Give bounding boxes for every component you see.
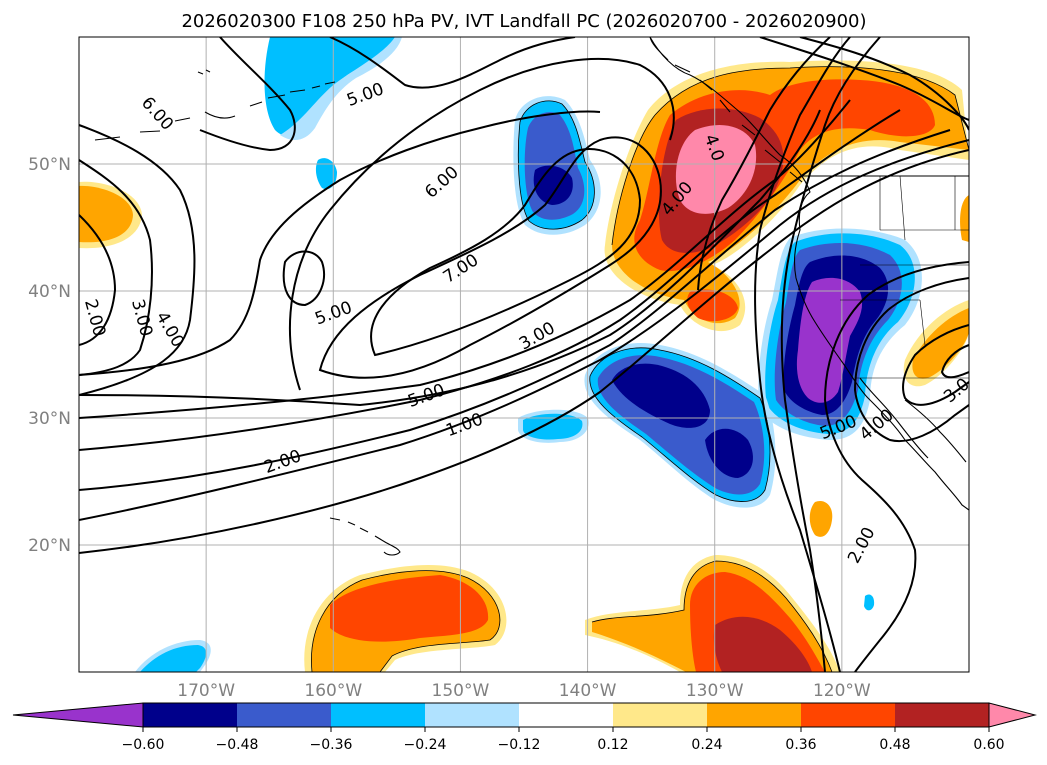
- colorbar-tick-label: −0.36: [310, 737, 353, 753]
- anomaly-outlines: [311, 66, 969, 672]
- pv-contours: [79, 37, 969, 672]
- pv-contour-trough-4: [697, 37, 831, 291]
- negative-anomaly-subtropical-4: [612, 363, 710, 428]
- colorbar-tick-label: 0.48: [879, 737, 910, 753]
- negative-anomaly-subtropical-5: [705, 428, 753, 478]
- negative-anomaly-small-inner: [523, 413, 583, 440]
- colorbar-segment: [707, 703, 802, 727]
- colorbar-extend-min: [12, 702, 144, 728]
- negative-anomaly-sw-corner-inner: [140, 645, 207, 672]
- colorbar-segment: [801, 703, 896, 727]
- coastline-baja: [859, 377, 929, 459]
- map-panel: 6.00 5.006.007.005.003.005.001.002.002.00…: [79, 37, 969, 672]
- positive-anomaly-20n: [809, 500, 833, 537]
- border-states: [840, 175, 969, 379]
- colorbar-segment: [331, 703, 426, 727]
- chart-title: 2026020300 F108 250 hPa PV, IVT Landfall…: [181, 11, 866, 32]
- pv-contour-5-north: [329, 37, 576, 89]
- pv-contour-2-south: [79, 149, 969, 554]
- pv-contour-left-2: [79, 214, 117, 346]
- pv-contour-trough-east-4: [902, 324, 969, 406]
- axis-labels: 170°W 160°W 150°W 140°W 130°W 120°W 20°N 30°N 40…: [28, 155, 871, 701]
- coastline-gulf-california: [904, 399, 967, 463]
- colorbar-tick-label: −0.12: [498, 737, 541, 753]
- pv-contour-trough-3: [780, 37, 881, 672]
- positive-anomaly-baja-inner: [912, 308, 969, 379]
- negative-anomaly-small-50n: [315, 158, 337, 190]
- lon-tick-label: 140°W: [559, 681, 617, 701]
- pv-contour-left-3: [79, 159, 153, 376]
- positive-anomaly-38n: [687, 289, 738, 322]
- lon-tick-label: 120°W: [813, 681, 871, 701]
- lat-tick-label: 30°N: [28, 409, 71, 429]
- pv-contour-2: [79, 129, 951, 491]
- pv-contour-1: [79, 139, 969, 521]
- colorbar-tick-label: −0.24: [404, 737, 447, 753]
- colorbar-tick-label: −0.48: [216, 737, 259, 753]
- colorbar-tick-label: 0.36: [785, 737, 816, 753]
- colorbar-segment: [519, 703, 614, 727]
- lat-tick-label: 40°N: [28, 282, 71, 302]
- pv-contour-3: [79, 109, 901, 451]
- pv-contour-trough-east-3: [853, 277, 969, 443]
- lon-tick-label: 130°W: [686, 681, 744, 701]
- colorbar-tick-label: 0.60: [973, 737, 1004, 753]
- coastline-hawaii: [329, 517, 401, 556]
- pv-contour-6: [79, 110, 601, 376]
- colorbar-segment: [237, 703, 332, 727]
- pv-contour-trough-2: [754, 37, 851, 672]
- pv-contour-left-4: [79, 124, 196, 396]
- colorbar-segment: [895, 703, 990, 727]
- lon-tick-label: 150°W: [432, 681, 490, 701]
- map-frame: [78, 36, 970, 673]
- colorbar: −0.60 −0.48 −0.36 −0.24 −0.12 0.12 0.24 0.36 0.4…: [12, 702, 1037, 753]
- colorbar-tick-label: −0.60: [122, 737, 165, 753]
- negative-anomaly-california-peak: [796, 277, 863, 403]
- colorbar-tick-label: 0.12: [597, 737, 628, 753]
- lat-tick-label: 50°N: [28, 155, 71, 175]
- pv-contour-6-north: [199, 37, 296, 152]
- colorbar-extend-max: [988, 702, 1037, 728]
- lon-tick-label: 160°W: [304, 681, 362, 701]
- negative-anomaly-tiny: [864, 594, 875, 611]
- pv-contour-6-mid: [289, 58, 675, 391]
- positive-anomaly-ne-pacific-peak: [675, 125, 757, 214]
- pv-contour-trough-east-5: [940, 344, 969, 379]
- pv-contour-5: [79, 109, 821, 407]
- pv-contour-trough-east-2: [823, 261, 969, 672]
- negative-anomaly-alaska: [264, 37, 395, 137]
- pv-contour-5-loop: [318, 136, 662, 379]
- positive-anomaly-south-east-deep: [713, 616, 812, 672]
- lat-tick-label: 20°N: [28, 536, 71, 556]
- colorbar-tick-label: 0.24: [691, 737, 722, 753]
- colorbar-segment: [425, 703, 520, 727]
- coastline-alaska-islands: [94, 69, 336, 141]
- negative-anomaly-alaska-light: [280, 37, 402, 141]
- colorbar-segment: [143, 703, 238, 727]
- gridlines: [79, 37, 969, 672]
- coastline-bc: [649, 37, 803, 183]
- lon-tick-label: 170°W: [177, 681, 235, 701]
- pv-contour-ne-2: [759, 37, 969, 121]
- colorbar-segment: [613, 703, 708, 727]
- positive-anomaly-south-central-core: [330, 575, 489, 642]
